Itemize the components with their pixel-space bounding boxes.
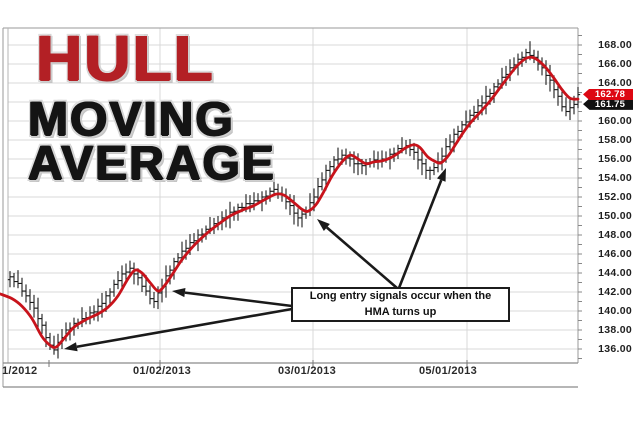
- ohlc-bar: [299, 210, 305, 228]
- signal-arrow: [64, 307, 293, 352]
- ohlc-bar: [19, 277, 25, 297]
- ohlc-bar: [91, 305, 97, 321]
- x-axis-label: 03/01/2013: [277, 365, 337, 377]
- y-axis-label: 168.00: [598, 39, 632, 51]
- signal-arrow: [317, 219, 398, 289]
- ohlc-bar: [11, 273, 17, 288]
- ohlc-bar: [563, 97, 569, 117]
- y-axis-label: 158.00: [598, 134, 632, 146]
- y-axis-label: 144.00: [598, 267, 632, 279]
- ohlc-bar: [247, 195, 253, 213]
- ohlc-bar: [87, 306, 93, 325]
- y-axis-label: 136.00: [598, 343, 632, 355]
- y-axis-label: 146.00: [598, 248, 632, 260]
- y-axis-label: 166.00: [598, 58, 632, 70]
- gridlines: [8, 28, 578, 363]
- long-entry-annotation: Long entry signals occur when the HMA tu…: [291, 287, 510, 322]
- ohlc-bar: [23, 284, 29, 303]
- y-axis-label: 148.00: [598, 229, 632, 241]
- ohlc-bar: [447, 134, 453, 151]
- signal-arrow: [397, 168, 446, 289]
- signal-arrow: [172, 288, 293, 308]
- ohlc-bar: [31, 294, 37, 318]
- ohlc-bar: [483, 85, 489, 115]
- ohlc-bar: [423, 159, 429, 179]
- ohlc-bar: [115, 271, 121, 290]
- ohlc-bar: [291, 195, 297, 225]
- annotation-line-1: Long entry signals occur when the: [309, 290, 492, 303]
- y-axis-label: 152.00: [598, 191, 632, 203]
- signal-arrows: [64, 168, 446, 352]
- hma-line: [0, 55, 580, 349]
- y-axis-label: 142.00: [598, 286, 632, 298]
- y-axis-label: 138.00: [598, 324, 632, 336]
- ohlc-bar: [39, 313, 45, 334]
- y-axis-label: 160.00: [598, 115, 632, 127]
- ohlc-bar: [151, 292, 157, 309]
- ohlc-bar: [319, 172, 325, 191]
- x-axis-label: 01/02/2013: [132, 365, 192, 377]
- ohlc-bar: [147, 285, 153, 305]
- ohlc-bar: [335, 147, 341, 165]
- y-axis-label: 164.00: [598, 77, 632, 89]
- x-axis-label: 05/01/2013: [418, 365, 478, 377]
- last-price-tag: 162.78: [583, 88, 633, 101]
- title-average: AVERAGE: [28, 137, 276, 190]
- y-axis-label: 154.00: [598, 172, 632, 184]
- y-axis-label: 150.00: [598, 210, 632, 222]
- y-axis-label: 156.00: [598, 153, 632, 165]
- ohlc-bar: [111, 279, 117, 297]
- ohlc-bar: [51, 335, 57, 355]
- prev-close-tag: 161.75: [583, 98, 633, 110]
- ohlc-bar: [363, 159, 369, 176]
- annotation-line-2: HMA turns up: [364, 305, 437, 318]
- title-hull: HULL: [36, 22, 215, 94]
- ohlc-bar: [431, 162, 437, 176]
- title-moving: MOVING: [28, 93, 235, 146]
- chart-frame: [2, 27, 582, 388]
- ohlc-bar: [95, 298, 101, 322]
- y-axis-label: 140.00: [598, 305, 632, 317]
- ohlc-bar: [575, 86, 581, 109]
- x-axis-label: 1/2012: [2, 365, 38, 377]
- ohlc-bar: [295, 208, 301, 227]
